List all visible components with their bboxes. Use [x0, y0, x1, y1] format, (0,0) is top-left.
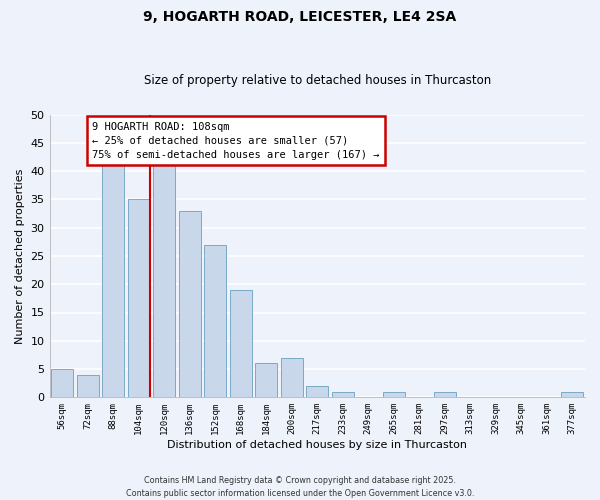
Text: 9 HOGARTH ROAD: 108sqm
← 25% of detached houses are smaller (57)
75% of semi-det: 9 HOGARTH ROAD: 108sqm ← 25% of detached… [92, 122, 380, 160]
Bar [307, 386, 328, 398]
Bar [434, 392, 455, 398]
Bar [256, 364, 277, 398]
Bar [179, 210, 200, 398]
Bar [128, 200, 149, 398]
Text: Contains HM Land Registry data © Crown copyright and database right 2025.
Contai: Contains HM Land Registry data © Crown c… [126, 476, 474, 498]
Bar [281, 358, 302, 398]
Bar [154, 160, 175, 398]
Bar [52, 369, 73, 398]
Bar [562, 392, 583, 398]
Bar [332, 392, 353, 398]
Bar [230, 290, 251, 398]
Title: Size of property relative to detached houses in Thurcaston: Size of property relative to detached ho… [143, 74, 491, 87]
X-axis label: Distribution of detached houses by size in Thurcaston: Distribution of detached houses by size … [167, 440, 467, 450]
Text: 9, HOGARTH ROAD, LEICESTER, LE4 2SA: 9, HOGARTH ROAD, LEICESTER, LE4 2SA [143, 10, 457, 24]
Bar [103, 166, 124, 398]
Y-axis label: Number of detached properties: Number of detached properties [15, 168, 25, 344]
Bar [205, 244, 226, 398]
Bar [383, 392, 404, 398]
Bar [77, 374, 98, 398]
